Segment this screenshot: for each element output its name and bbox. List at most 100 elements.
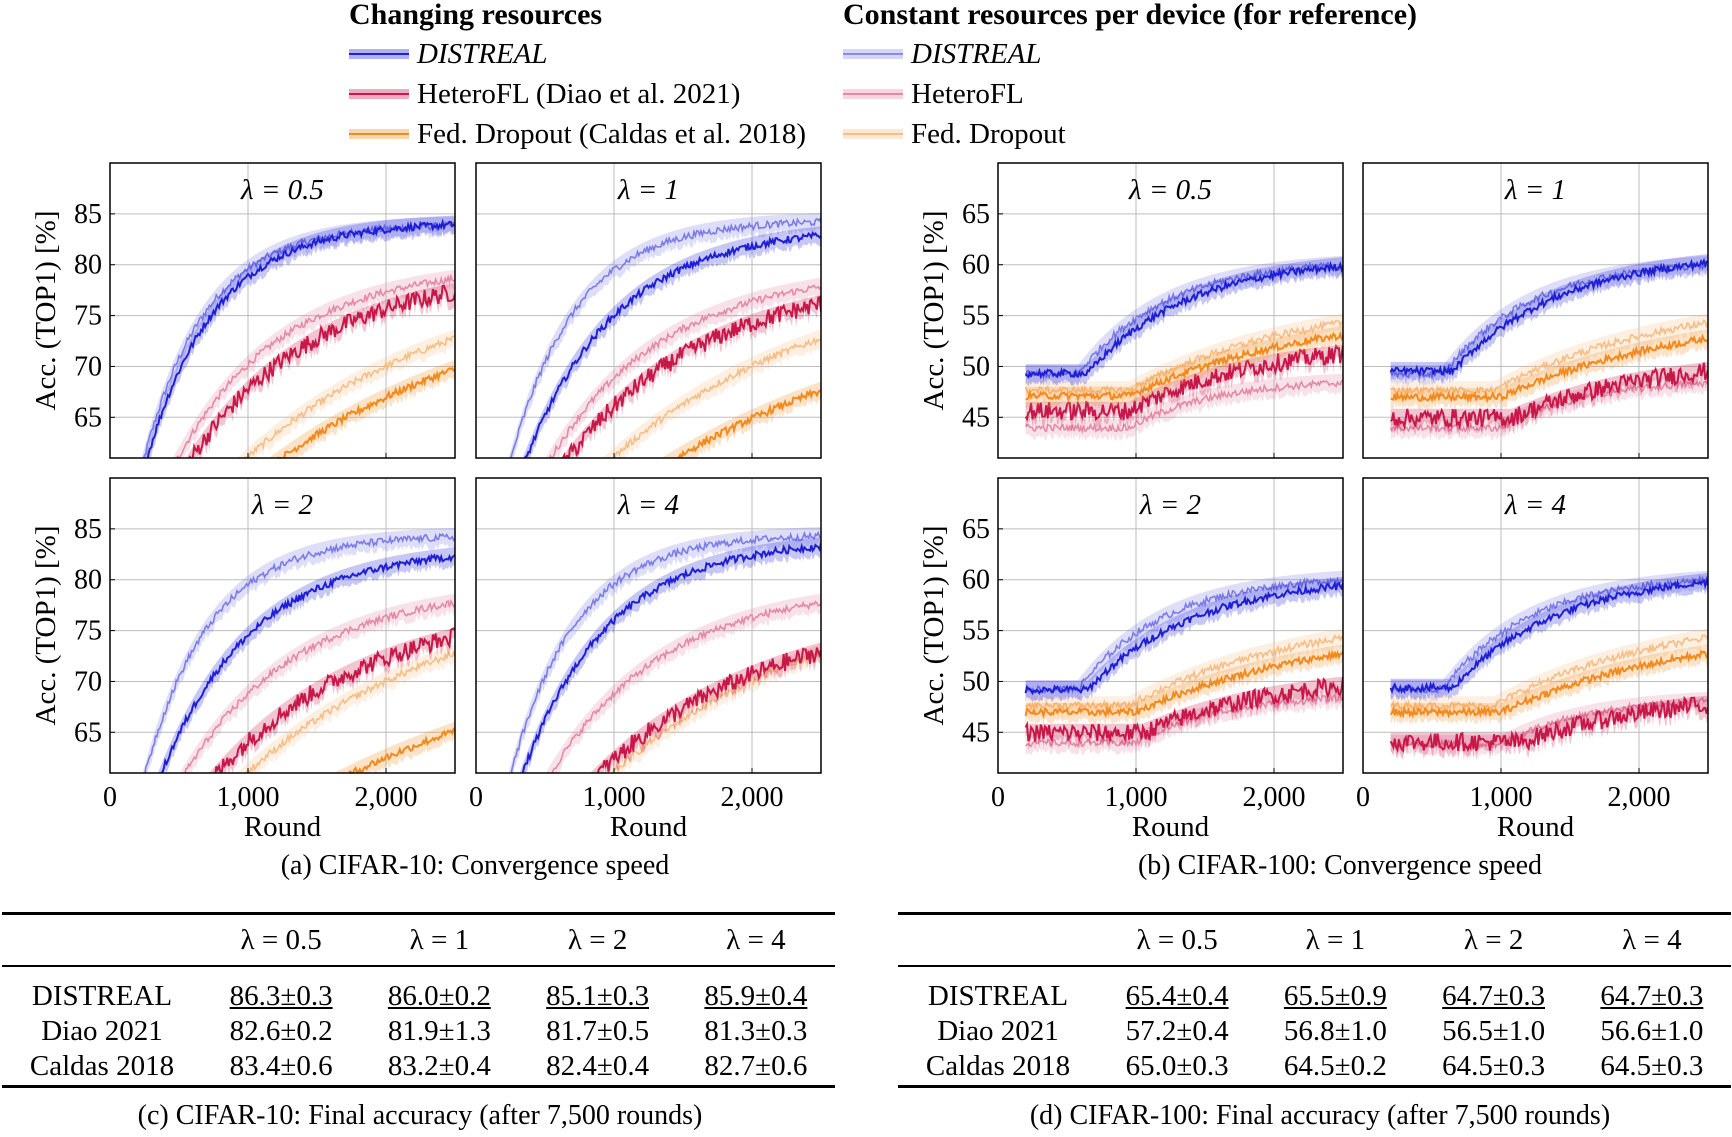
table-cell: 56.8±1.0: [1283, 1015, 1387, 1047]
y-tick-label: 65: [74, 402, 102, 433]
series-heterofl-changing: [1024, 677, 1343, 743]
series-heterofl-changing: [596, 647, 821, 773]
table-cell: 86.0±0.2: [387, 980, 491, 1012]
y-tick-label: 60: [962, 250, 990, 281]
y-tick-label: 85: [74, 514, 102, 545]
legend-constant-title: Constant resources per device (for refer…: [843, 0, 1417, 31]
series-fed-dropout-changing: [1025, 330, 1343, 403]
y-tick-label: 75: [74, 301, 102, 332]
table-c-bottom-rule: [2, 1085, 835, 1088]
series-distreal-changing: [1024, 260, 1343, 380]
table-header-row: λ = 0.5 λ = 1 λ = 2 λ = 4: [898, 915, 1731, 967]
table-cell: 81.9±1.3: [387, 1015, 491, 1047]
chart-panel-cifar-100-2: λ = 2 45 50 55 60 65 0 1,000 2,000 Round Acc. (TOP…: [918, 477, 1344, 843]
legend-item-distreal-const: DISTREAL: [843, 34, 1417, 74]
legend-label-fed-dropout: Fed. Dropout (Caldas et al. 2018): [417, 118, 807, 150]
chart-title: λ = 4: [617, 489, 679, 521]
series-distreal-changing: [521, 542, 821, 773]
table-col-header: λ = 1: [1256, 915, 1415, 967]
legend-label-heterofl: HeteroFL (Diao et al. 2021): [417, 78, 741, 110]
legend-label-heterofl-const: HeteroFL: [911, 78, 1024, 110]
band-heterofl-constant: [1390, 374, 1708, 441]
table-row: Caldas 2018 83.4±0.6 83.2±0.4 82.4±0.4 8…: [2, 1049, 835, 1084]
series-fed-dropout-constant: [613, 336, 821, 458]
table-cell: 83.4±0.6: [229, 1050, 333, 1082]
series-heterofl-constant: [1389, 379, 1708, 435]
x-tick-label: 1,000: [583, 782, 646, 813]
series-fed-dropout-constant: [243, 335, 455, 458]
series-distreal-changing: [1024, 580, 1343, 696]
y-tick-label: 70: [74, 351, 102, 382]
table-cell: 85.1±0.3: [546, 980, 650, 1012]
table-row-label: DISTREAL: [927, 980, 1069, 1012]
series-fed-dropout-changing: [1389, 649, 1708, 719]
band-heterofl-constant: [545, 593, 821, 773]
band-fed-dropout-constant: [1390, 313, 1708, 403]
legend-label-distreal: DISTREAL: [417, 38, 548, 70]
series-distreal-changing: [159, 553, 455, 773]
series-fed-dropout-changing: [339, 727, 455, 773]
series-distreal-changing: [1389, 257, 1708, 377]
band-fed-dropout-constant: [237, 329, 455, 458]
y-tick-label: 70: [74, 666, 102, 697]
table-cell: 83.2±0.4: [387, 1050, 491, 1082]
table-cell: 64.5±0.3: [1442, 1050, 1546, 1082]
band-distreal-changing: [522, 226, 821, 458]
table-c-top-rule: [2, 912, 835, 915]
x-tick-label: 0: [103, 782, 117, 813]
chart-title: λ = 4: [1504, 489, 1566, 521]
series-fed-dropout-constant: [1024, 319, 1343, 396]
x-tick-label: 1,000: [1105, 782, 1168, 813]
table-row: Diao 2021 57.2±0.4 56.8±1.0 56.5±1.0 56.…: [898, 1014, 1731, 1049]
table-d-bottom-rule: [898, 1085, 1731, 1088]
series-heterofl-changing: [1024, 343, 1343, 422]
x-tick-label: 2,000: [355, 782, 418, 813]
table-cifar10: λ = 0.5 λ = 1 λ = 2 λ = 4 DISTREAL 86.3±…: [2, 915, 835, 1084]
y-tick-label: 45: [962, 402, 990, 433]
series-distreal-constant: [144, 532, 455, 773]
y-tick-label: 45: [962, 717, 990, 748]
x-tick-label: 0: [469, 782, 483, 813]
table-cell: 64.5±0.3: [1600, 1050, 1704, 1082]
plot-frame: [1362, 477, 1709, 774]
series-distreal-changing: [1389, 577, 1708, 695]
x-tick-label: 0: [1356, 782, 1370, 813]
table-row-label: Diao 2021: [41, 1015, 163, 1047]
table-cell: 65.0±0.3: [1125, 1050, 1229, 1082]
table-row: DISTREAL 65.4±0.4 65.5±0.9 64.7±0.3 64.7…: [898, 966, 1731, 1014]
x-tick-label: 1,000: [1470, 782, 1533, 813]
band-fed-dropout-changing: [1390, 329, 1708, 410]
x-axis-label: Round: [1497, 811, 1575, 843]
x-tick-label: 2,000: [1608, 782, 1671, 813]
x-axis-label: Round: [244, 811, 322, 843]
table-d-top-rule: [898, 912, 1731, 915]
band-distreal-changing: [1390, 572, 1708, 701]
band-fed-dropout-changing: [333, 721, 455, 773]
legend-label-fed-dropout-const: Fed. Dropout: [911, 118, 1066, 150]
series-distreal-constant: [510, 530, 821, 773]
table-cell: 81.3±0.3: [704, 1015, 808, 1047]
plot-frame: [997, 162, 1344, 459]
legend-line-heterofl-const: [843, 89, 903, 99]
table-cell: 64.7±0.3: [1442, 980, 1546, 1012]
band-heterofl-constant: [179, 593, 455, 773]
table-col-header: λ = 0.5: [202, 915, 361, 967]
legend-line-fed-dropout-const: [843, 129, 903, 139]
table-row-label: Diao 2021: [937, 1015, 1059, 1047]
chart-title: λ = 1: [617, 174, 679, 206]
series-distreal-constant: [510, 217, 821, 458]
band-heterofl-constant: [1025, 689, 1343, 756]
chart-title: λ = 0.5: [1128, 174, 1212, 206]
legend-line-distreal-const: [843, 49, 903, 59]
table-cell: 81.7±0.5: [546, 1015, 650, 1047]
legend-constant: Constant resources per device (for refer…: [843, 0, 1417, 154]
legend-changing: Changing resources DISTREAL HeteroFL (Di…: [349, 0, 806, 154]
x-axis-label: Round: [610, 811, 688, 843]
legend-label-distreal-const: DISTREAL: [911, 38, 1042, 70]
chart-panel-cifar-10-4: λ = 4 0 1,000 2,000 Round: [469, 477, 822, 843]
table-cell: 64.7±0.3: [1600, 980, 1704, 1012]
band-fed-dropout-constant: [1025, 628, 1343, 718]
y-tick-label: 65: [962, 514, 990, 545]
chart-title: λ = 2: [1139, 489, 1201, 521]
band-fed-dropout-constant: [237, 644, 455, 773]
